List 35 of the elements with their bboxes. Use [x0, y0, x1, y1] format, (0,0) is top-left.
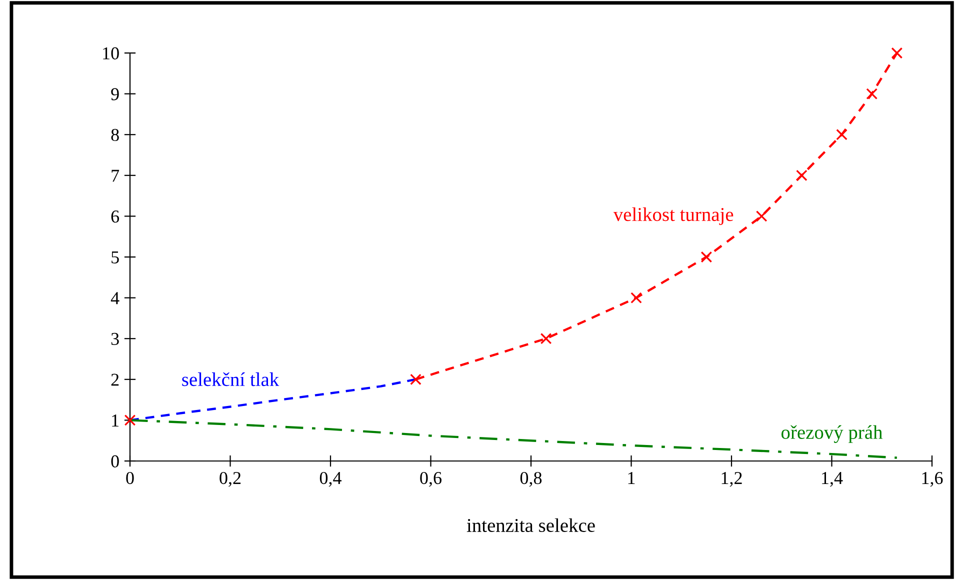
y-tick-label: 6: [111, 210, 120, 223]
x-tick-label: 1,4: [822, 472, 843, 487]
x-tick-label: 0,2: [220, 472, 241, 487]
y-tick-label: 8: [111, 128, 119, 142]
line-series: [128, 419, 898, 459]
y-tick-label: 2: [111, 374, 119, 386]
y-tick-label: 3: [111, 332, 119, 346]
point: [866, 88, 878, 100]
x-tick-label: 0,4: [320, 472, 342, 487]
x-axis-title: intenzita selekce: [466, 518, 595, 532]
series-label: selekční tlak: [182, 372, 280, 386]
point: [756, 210, 768, 222]
x-tick-label: 0: [126, 472, 134, 484]
point: [540, 332, 552, 344]
y-tick-label: 1: [112, 414, 118, 426]
x-tick-label: 0,8: [520, 472, 542, 487]
x-tick-label: 1,6: [922, 472, 943, 487]
y-tick-label: 10: [103, 47, 119, 60]
point: [796, 170, 808, 182]
x-tick-label: 1: [628, 472, 635, 484]
y-tick-label: 9: [111, 88, 119, 100]
point: [410, 374, 422, 386]
x-tick-label: 0,6: [420, 472, 442, 487]
y-tick-label: 4: [110, 292, 120, 304]
point: [836, 128, 848, 140]
point: [630, 292, 642, 304]
x-tick-label: 1,2: [722, 472, 742, 487]
point: [124, 414, 136, 426]
y-tick-label: 0: [111, 455, 119, 468]
series-label: velikost turnaje: [613, 207, 734, 226]
point: [891, 47, 903, 59]
point: [700, 251, 712, 263]
y-tick-label: 5: [112, 251, 119, 264]
y-tick-label: 7: [112, 170, 120, 182]
series-label: ořezový práh: [781, 425, 883, 443]
